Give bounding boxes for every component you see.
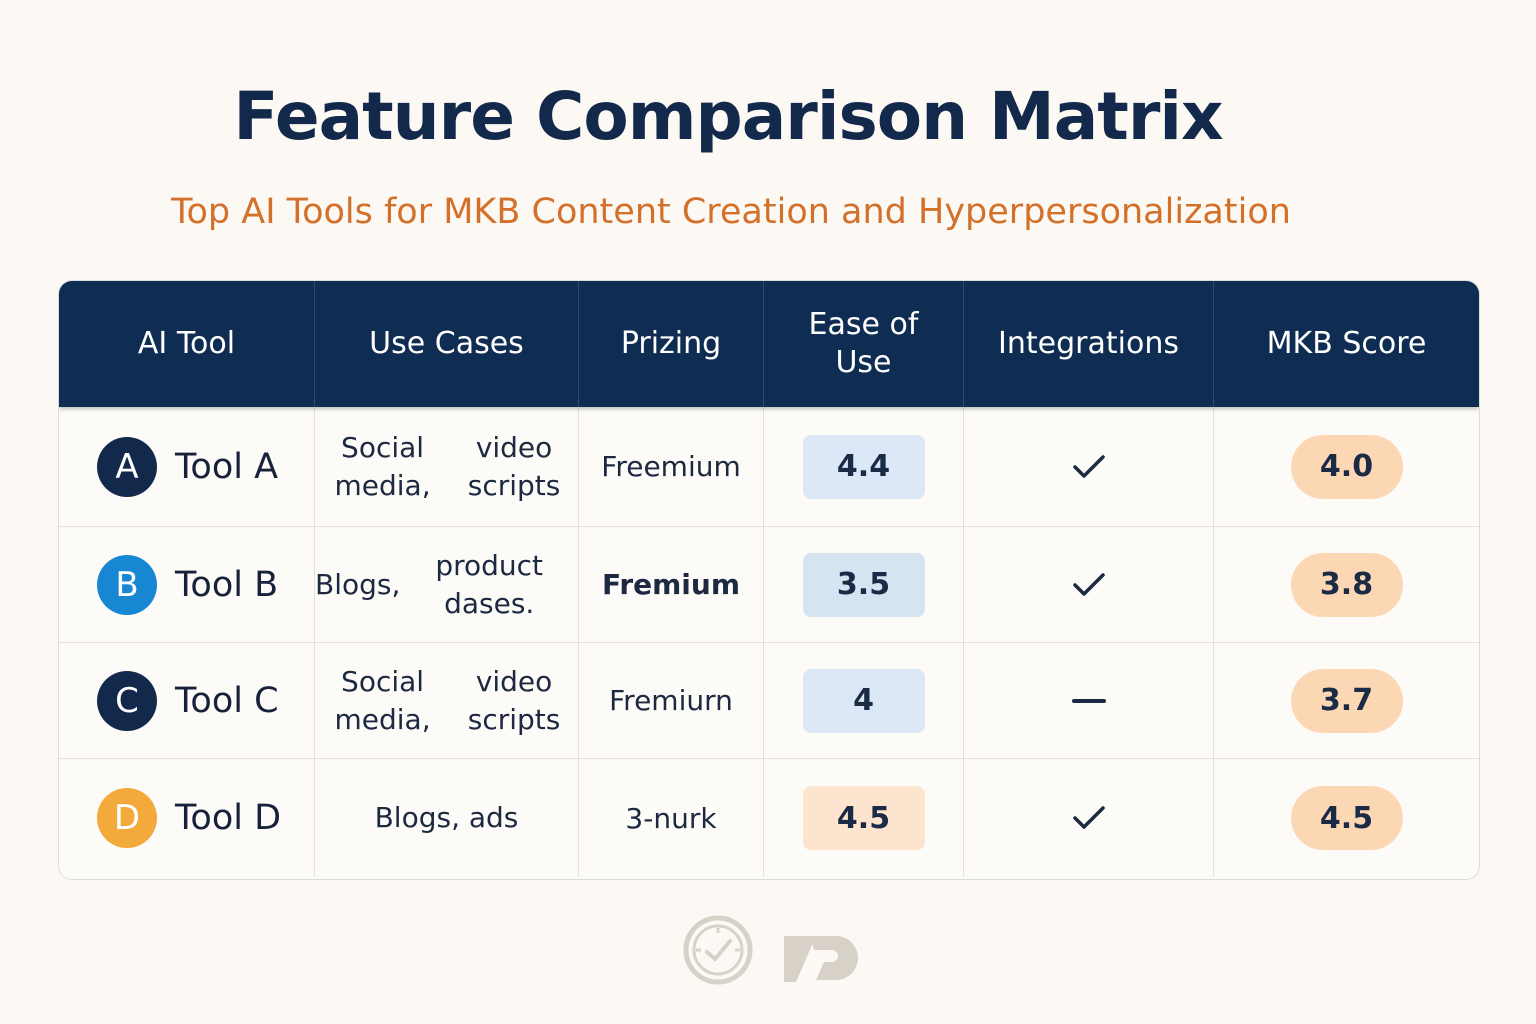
brand-logo-icon bbox=[784, 936, 858, 982]
tool-avatar: B bbox=[97, 554, 157, 615]
column-header-use-cases: Use Cases bbox=[315, 281, 579, 407]
mkb-score-badge: 4.0 bbox=[1290, 434, 1403, 499]
score-cell: 4.0 bbox=[1214, 407, 1479, 526]
dash-icon bbox=[1071, 698, 1106, 703]
tool-cell: D Tool D bbox=[59, 759, 315, 877]
table-body: A Tool A Social media, video scripts Freemiu… bbox=[59, 407, 1479, 877]
column-header-ease-of-use-label: Ease of Use bbox=[808, 307, 919, 380]
use-cases-cell: Blogs, ads bbox=[315, 759, 579, 877]
use-cases-cell: Social media, video scripts bbox=[315, 643, 579, 758]
table-header: AI Tool Use Cases Prizing Ease of Use In… bbox=[59, 281, 1479, 407]
tool-name: Tool B bbox=[175, 564, 279, 605]
mkb-score-badge: 3.7 bbox=[1290, 668, 1403, 733]
use-case-line: video scripts bbox=[467, 430, 561, 502]
page-title: Feature Comparison Matrix bbox=[233, 78, 1223, 155]
comparison-table: AI Tool Use Cases Prizing Ease of Use In… bbox=[58, 280, 1480, 880]
column-header-integrations: Integrations bbox=[964, 281, 1214, 407]
pricing-value: Freemium bbox=[601, 450, 741, 483]
column-header-ai-tool: AI Tool bbox=[59, 281, 315, 407]
pricing-cell: Fremiurn bbox=[579, 643, 764, 758]
ease-of-use-badge: 4.4 bbox=[802, 434, 925, 499]
tool-avatar: A bbox=[97, 436, 157, 497]
check-icon bbox=[1072, 806, 1105, 829]
pricing-value: Fremium bbox=[601, 568, 741, 601]
use-case-line: video scripts bbox=[467, 664, 561, 736]
ease-of-use-badge: 4.5 bbox=[802, 786, 925, 850]
tool-name: Tool A bbox=[175, 446, 279, 487]
ease-of-use-badge: 4 bbox=[802, 668, 925, 733]
tool-name: Tool C bbox=[175, 680, 279, 721]
footer-icons bbox=[0, 912, 1536, 988]
table-row: C Tool C Social media, video scripts Fremiur… bbox=[59, 643, 1479, 759]
use-cases-cell: Social media, video scripts bbox=[315, 407, 579, 526]
integrations-cell bbox=[964, 759, 1214, 877]
integrations-cell bbox=[964, 527, 1214, 642]
ease-cell: 4.4 bbox=[764, 407, 964, 526]
use-case-line: Blogs, ads bbox=[374, 801, 519, 834]
check-icon bbox=[1072, 572, 1105, 596]
page-subtitle: Top AI Tools for MKB Content Creation an… bbox=[171, 192, 1291, 232]
ease-of-use-badge: 3.5 bbox=[802, 552, 925, 617]
pricing-value: 3-nurk bbox=[625, 801, 717, 835]
use-case-line: Social media, bbox=[334, 430, 431, 502]
stopwatch-icon bbox=[683, 915, 753, 985]
score-cell: 3.8 bbox=[1214, 527, 1479, 642]
mkb-score-badge: 3.8 bbox=[1290, 552, 1403, 617]
tool-avatar: D bbox=[97, 788, 157, 848]
table-row: D Tool D Blogs, ads 3-nurk 4.5 4.5 bbox=[59, 759, 1479, 877]
table-row: A Tool A Social media, video scripts Freemiu… bbox=[59, 407, 1479, 527]
pricing-value: Fremiurn bbox=[609, 684, 733, 717]
score-cell: 3.7 bbox=[1214, 643, 1479, 758]
tool-cell: B Tool B bbox=[59, 527, 315, 642]
tool-avatar: C bbox=[97, 670, 157, 731]
tool-cell: C Tool C bbox=[59, 643, 315, 758]
tool-cell: A Tool A bbox=[59, 407, 315, 526]
integrations-cell bbox=[964, 643, 1214, 758]
pricing-cell: Fremium bbox=[579, 527, 764, 642]
pricing-cell: 3-nurk bbox=[579, 759, 764, 877]
column-header-mkb-score: MKB Score bbox=[1266, 326, 1427, 361]
pricing-cell: Freemium bbox=[579, 407, 764, 526]
column-header-pricing: Prizing bbox=[579, 281, 764, 407]
mkb-score-badge: 4.5 bbox=[1290, 786, 1403, 850]
score-cell: 4.5 bbox=[1214, 759, 1479, 877]
use-case-line: Social media, bbox=[334, 664, 431, 736]
use-case-line: product dases. bbox=[435, 548, 544, 620]
use-cases-cell: Blogs, product dases. bbox=[315, 527, 579, 642]
table-row: B Tool B Blogs, product dases. Fremium 3.5 3.8 bbox=[59, 527, 1479, 643]
column-header-ease-of-use: Ease of Use bbox=[764, 281, 964, 407]
ease-cell: 4 bbox=[764, 643, 964, 758]
integrations-cell bbox=[964, 407, 1214, 526]
use-case-line: Blogs, bbox=[315, 567, 401, 601]
tool-name: Tool D bbox=[175, 798, 282, 838]
ease-cell: 4.5 bbox=[764, 759, 964, 877]
check-icon bbox=[1072, 454, 1105, 478]
ease-cell: 3.5 bbox=[764, 527, 964, 642]
